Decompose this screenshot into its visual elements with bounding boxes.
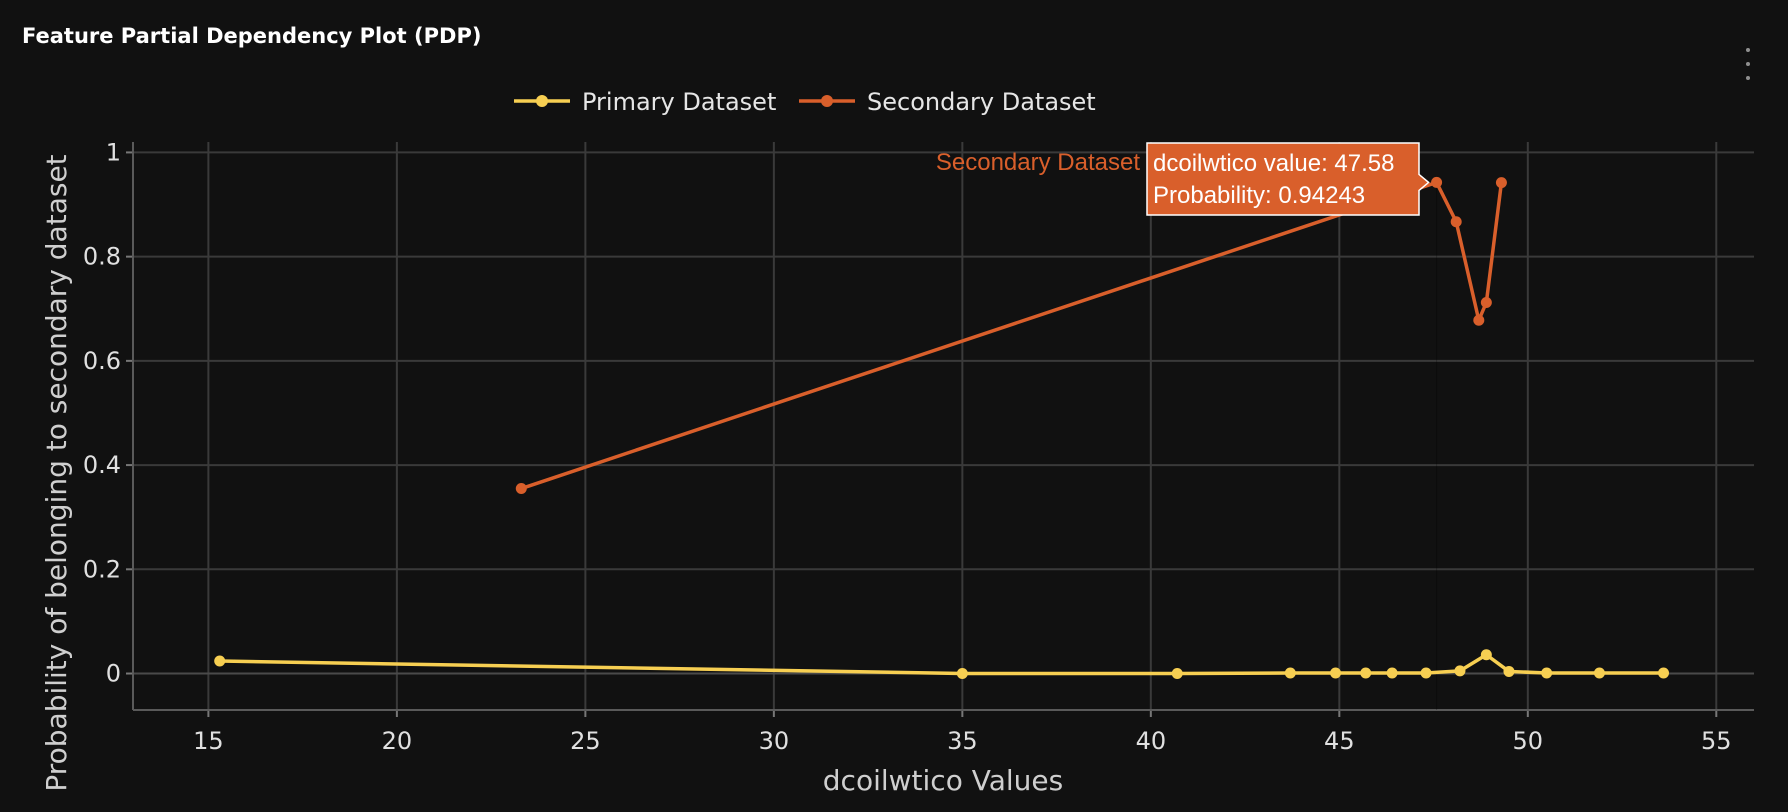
y-tick-label: 0.6 [83,347,121,375]
x-tick-labels: 15 20 25 30 35 40 45 50 55 [193,727,1731,755]
secondary-data-point [1480,296,1492,308]
x-tick-label: 40 [1136,727,1167,755]
hover-line-value: dcoilwtico value: 47.58 [1153,150,1394,177]
y-axis-title: Probability of belonging to secondary da… [40,154,73,791]
y-tick-labels: 0 0.2 0.4 0.6 0.8 1 [83,138,121,687]
primary-data-point [1171,668,1183,680]
y-tick-label: 0.4 [83,451,121,479]
series-line-secondary [520,180,1504,491]
primary-data-point [1386,667,1398,679]
primary-data-point [1480,649,1492,661]
primary-data-point [956,668,968,680]
primary-data-point [1593,667,1605,679]
y-tick-label: 0 [106,660,121,688]
legend-label-secondary: Secondary Dataset [867,88,1096,116]
legend-swatch-marker [821,95,833,107]
menu-dot [1746,62,1750,66]
primary-data-point [1503,665,1515,677]
legend: Primary Dataset Secondary Dataset [514,88,1096,116]
primary-data-point [1454,665,1466,677]
primary-data-point [1330,667,1342,679]
y-tick-label: 1 [106,138,121,166]
legend-label-primary: Primary Dataset [582,88,776,116]
primary-data-point [1541,667,1553,679]
menu-dot [1746,48,1750,52]
series-line-primary [219,653,1664,676]
vertical-ellipsis-icon[interactable] [1737,44,1759,84]
primary-data-point [1420,667,1432,679]
primary-data-point [1284,667,1296,679]
menu-dot [1746,76,1750,80]
series-layer [214,176,1670,710]
panel-title: Feature Partial Dependency Plot (PDP) [22,24,482,48]
secondary-data-point [515,483,527,495]
y-tick-label: 0.8 [83,243,121,271]
secondary-data-point [1473,314,1485,326]
hover-box [1146,142,1430,216]
hover-tooltip: dcoilwtico value: 47.58 Probability: 0.94… [936,142,1430,216]
secondary-data-point [1495,177,1507,189]
x-tick-label: 15 [193,727,224,755]
primary-data-point [214,655,226,667]
x-tick-label: 25 [570,727,601,755]
x-tick-label: 20 [382,727,413,755]
x-tick-label: 55 [1701,727,1732,755]
y-tick-label: 0.2 [83,555,121,583]
hover-series-label: Secondary Dataset [936,149,1140,176]
x-tick-label: 35 [947,727,978,755]
grid-layer [133,142,1754,710]
x-tick-label: 45 [1324,727,1355,755]
hover-line-probability: Probability: 0.94243 [1153,182,1365,209]
primary-data-point [1360,667,1372,679]
legend-swatch-marker [536,95,548,107]
secondary-data-point [1431,176,1443,188]
x-tick-label: 50 [1513,727,1544,755]
secondary-data-point [1450,216,1462,228]
x-tick-label: 30 [759,727,790,755]
primary-data-point [1658,667,1670,679]
axis-frame [126,142,1754,717]
x-axis-title: dcoilwtico Values [823,764,1063,797]
